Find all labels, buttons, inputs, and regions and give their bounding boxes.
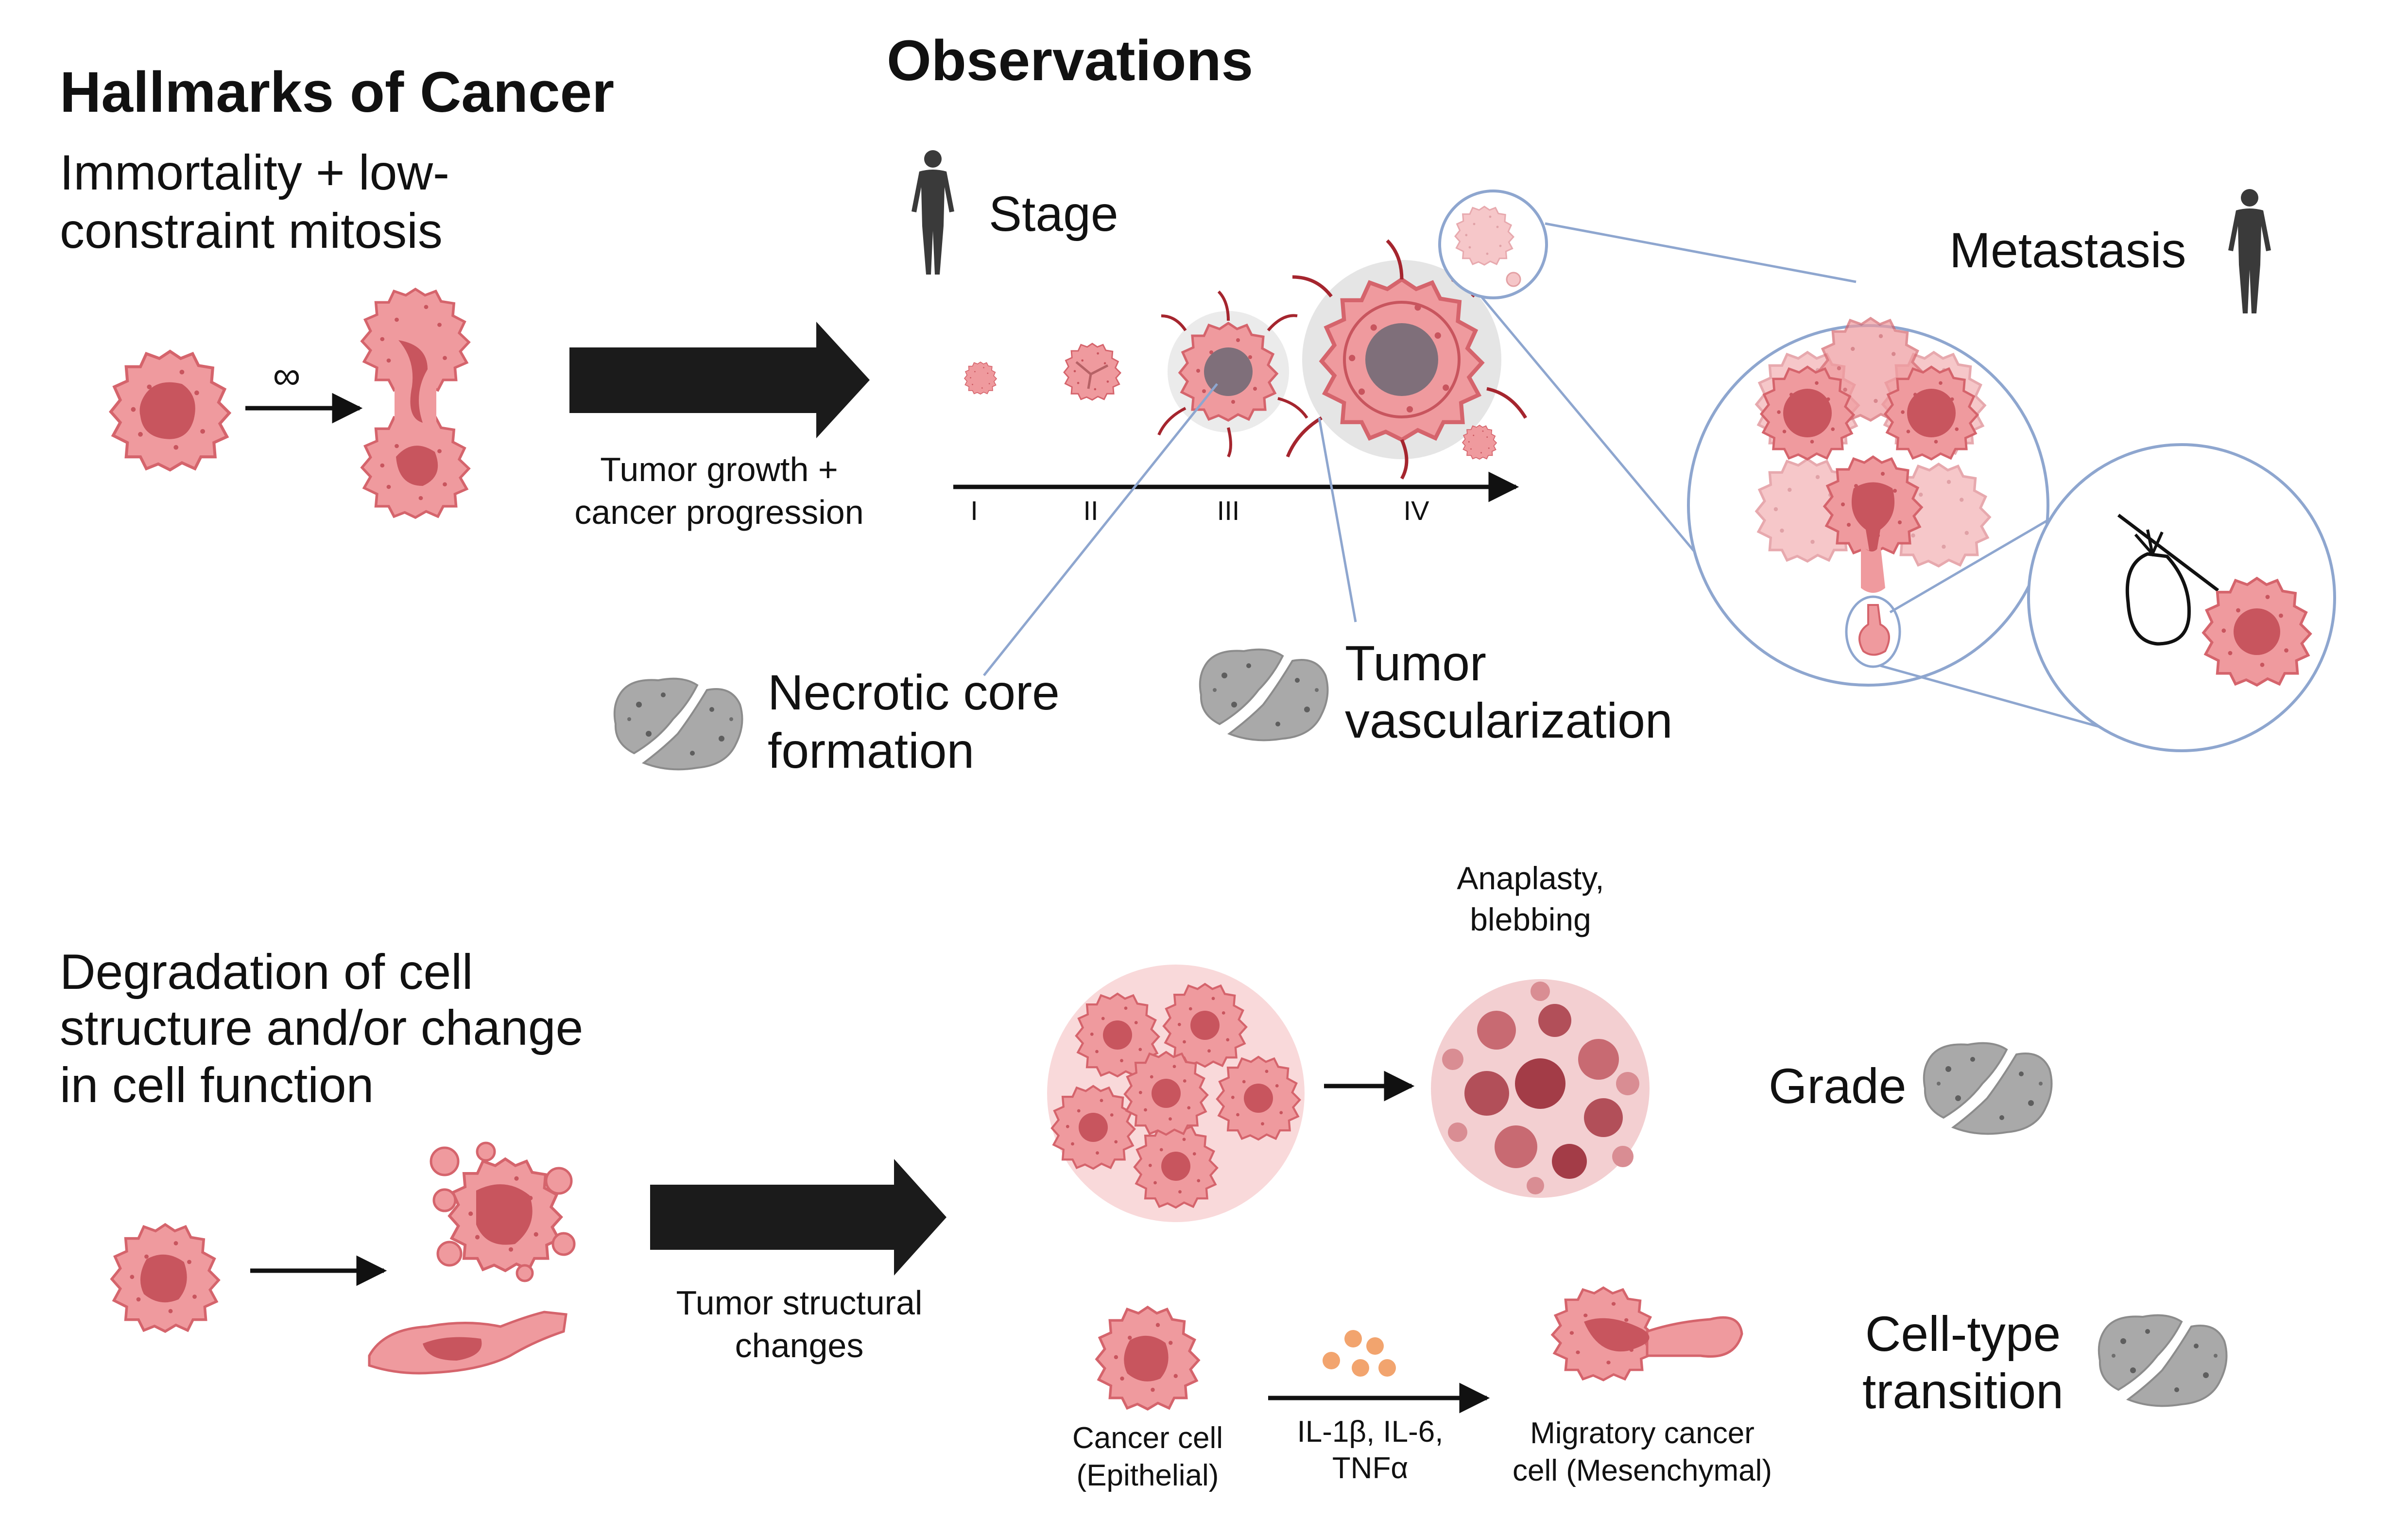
metastasis-zoom-line-top xyxy=(1545,222,1857,283)
tumor-structural-label-line2: changes xyxy=(735,1327,864,1364)
cell-type-label-line1: Cell-type xyxy=(1865,1306,2061,1362)
tumor-growth-label-line2: cancer progression xyxy=(574,493,863,531)
hallmarks-heading: Hallmarks of Cancer xyxy=(60,60,614,124)
necrotic-label-line1: Necrotic core xyxy=(768,665,1060,720)
histology-tissue-icon xyxy=(613,677,743,771)
dividing-cell-icon xyxy=(362,289,469,518)
cancer-cell-icon xyxy=(112,1225,219,1331)
stage-ii-tumor xyxy=(1063,343,1121,401)
tumor-growth-arrow xyxy=(569,322,870,438)
hallmark-degradation-line2: structure and/or change xyxy=(60,1000,583,1055)
necrotic-callout-line xyxy=(983,383,1218,676)
tumor-structural-arrow xyxy=(650,1159,946,1276)
infinity-symbol: ∞ xyxy=(273,354,300,397)
histology-tissue-icon xyxy=(2098,1314,2228,1407)
cancer-cell-icon xyxy=(111,351,229,470)
histology-tissue-icon xyxy=(1199,648,1329,742)
stage-iii-tumor xyxy=(1157,290,1308,458)
epithelial-label-line2: (Epithelial) xyxy=(1077,1459,1219,1492)
stage-i-tumor xyxy=(964,362,997,395)
elongated-cell-icon xyxy=(368,1311,568,1375)
hallmark-degradation-line1: Degradation of cell xyxy=(60,944,473,1000)
person-icon xyxy=(912,150,954,275)
cytokines-icon xyxy=(1323,1330,1396,1377)
tumor-cluster-icon xyxy=(1047,965,1305,1222)
stage-tick-iii: III xyxy=(1217,495,1240,526)
stage-label: Stage xyxy=(989,186,1118,242)
tumor-growth-label-line1: Tumor growth + xyxy=(600,450,838,488)
metastasis-small-callout xyxy=(1438,190,1548,299)
vascularization-label-line1: Tumor xyxy=(1345,636,1486,691)
stage-tick-ii: II xyxy=(1083,495,1098,526)
cytokines-label-line1: IL-1β, IL-6, xyxy=(1297,1415,1443,1449)
anaplasty-label-line1: Anaplasty, xyxy=(1457,860,1604,896)
mesenchymal-label-line2: cell (Mesenchymal) xyxy=(1513,1454,1772,1487)
observations-heading: Observations xyxy=(887,29,1253,93)
epithelial-cell-icon xyxy=(1097,1307,1199,1409)
vascularization-label-line2: vascularization xyxy=(1345,693,1673,748)
cytokines-label-line2: TNFα xyxy=(1332,1451,1408,1485)
grade-label: Grade xyxy=(1769,1058,1907,1114)
hallmark-immortality-line2: constraint mitosis xyxy=(60,203,443,259)
tumor-structural-label-line1: Tumor structural xyxy=(676,1284,923,1322)
hallmark-immortality-line1: Immortality + low- xyxy=(60,145,449,200)
mesenchymal-label-line1: Migratory cancer xyxy=(1530,1416,1754,1450)
histology-tissue-icon xyxy=(1923,1042,2053,1135)
stage-iv-tumor xyxy=(1286,223,1528,480)
hallmark-degradation-line3: in cell function xyxy=(60,1057,374,1113)
cell-type-label-line2: transition xyxy=(1862,1364,2064,1419)
mesenchymal-cell-icon xyxy=(1552,1288,1743,1380)
knapsack-icon xyxy=(2117,514,2219,646)
metastasis-label: Metastasis xyxy=(1949,223,2186,278)
metastasis-traveler-callout xyxy=(2027,443,2336,752)
vascularization-callout-line xyxy=(1318,417,1357,622)
anaplastic-tissue-icon xyxy=(1431,979,1650,1198)
necrotic-label-line2: formation xyxy=(768,723,974,778)
person-icon xyxy=(2228,189,2271,313)
metastasis-large-callout xyxy=(1687,318,2049,687)
stage-tick-i: I xyxy=(970,495,978,526)
anaplasty-label-line2: blebbing xyxy=(1470,901,1591,937)
blebbing-cell-icon xyxy=(430,1141,576,1282)
stage-tick-iv: IV xyxy=(1404,495,1430,526)
epithelial-label-line1: Cancer cell xyxy=(1072,1421,1223,1455)
